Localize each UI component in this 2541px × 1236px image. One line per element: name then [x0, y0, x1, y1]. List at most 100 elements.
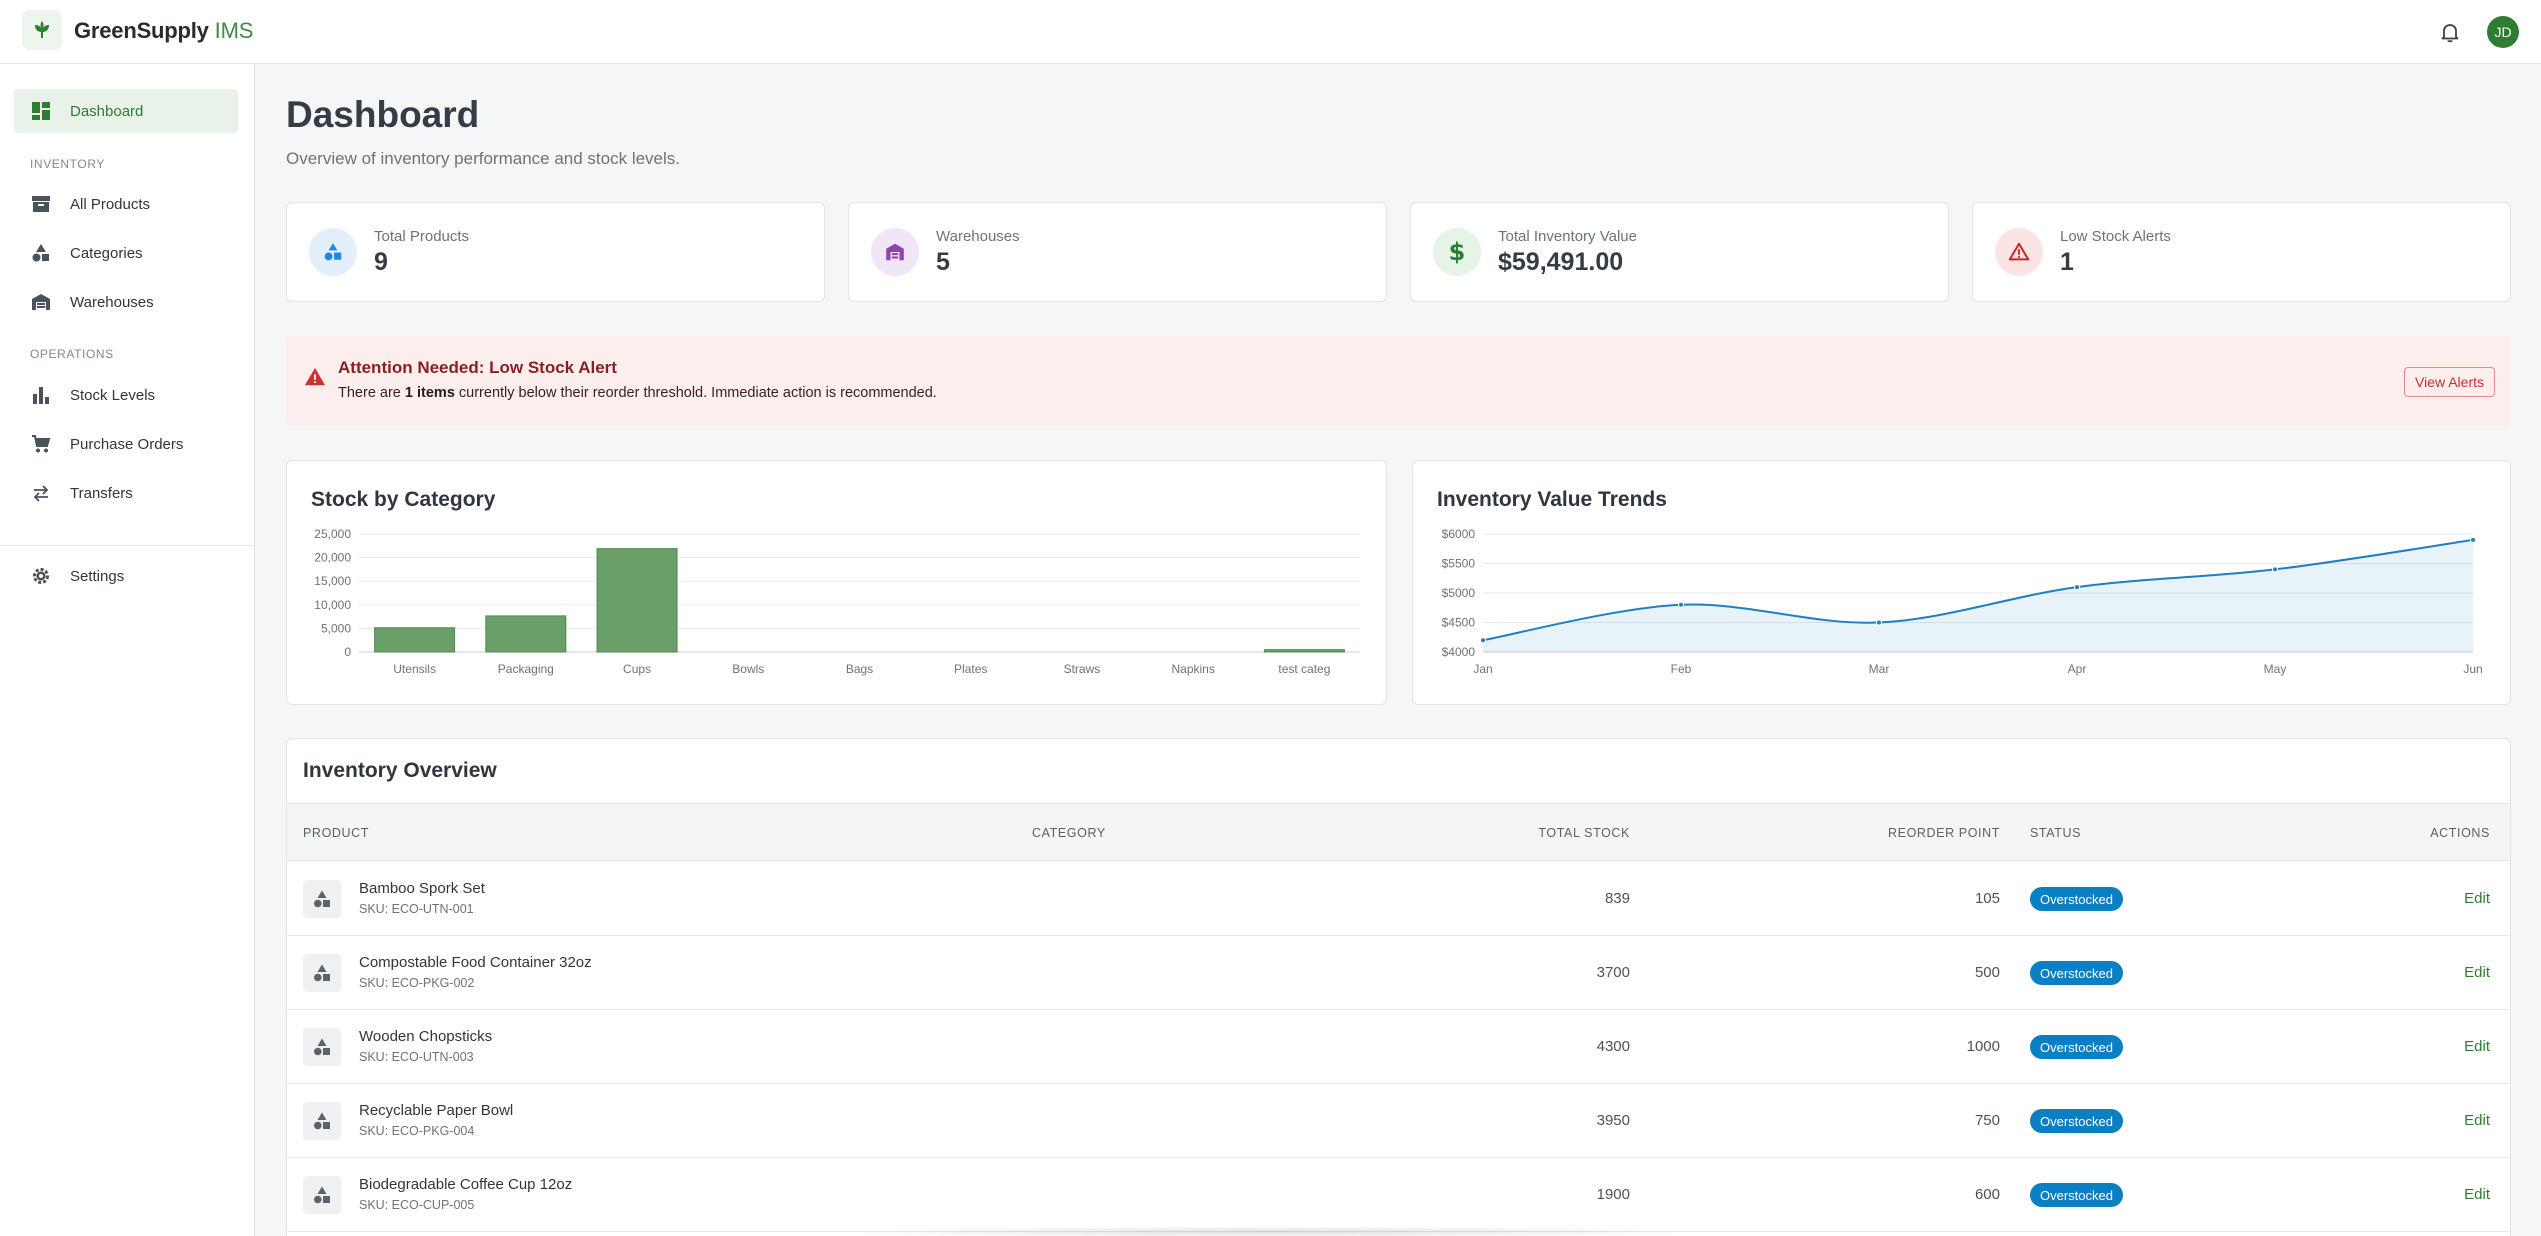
sidebar-item-warehouses[interactable]: Warehouses [14, 280, 238, 324]
dollar-icon: $ [1433, 228, 1481, 276]
sidebar-item-stock-levels[interactable]: Stock Levels [14, 373, 238, 417]
user-avatar[interactable]: JD [2487, 16, 2519, 48]
reorder-point-value: 105 [1974, 890, 2000, 907]
brand-name[interactable]: GreenSupply IMS [74, 18, 253, 44]
alert-message-count: 1 items [404, 385, 455, 401]
inventory-overview-table: Inventory Overview PRODUCT CATEGORY TOTA… [286, 738, 2511, 1236]
th-reorder-point[interactable]: REORDER POINT [1888, 826, 2000, 840]
bar [596, 548, 678, 653]
sidebar-item-label: Purchase Orders [70, 435, 184, 453]
product-sku: SKU: ECO-PKG-002 [359, 976, 475, 990]
edit-link[interactable]: Edit [2464, 1112, 2490, 1129]
th-status[interactable]: STATUS [2030, 826, 2082, 840]
total-stock-value: 839 [1604, 890, 1630, 907]
brand-main: GreenSupply [74, 18, 209, 43]
area-fill [1483, 539, 2473, 652]
x-tick-label: Mar [1869, 662, 1890, 676]
x-tick-label: Plates [954, 662, 987, 676]
product-name[interactable]: Biodegradable Coffee Cup 12oz [359, 1176, 573, 1193]
x-tick-label: Apr [2068, 662, 2087, 676]
sidebar-item-purchase-orders[interactable]: Purchase Orders [14, 422, 238, 466]
x-tick-label: May [2264, 662, 2287, 676]
chart-title: Inventory Value Trends [1437, 488, 1667, 511]
stat-value: 5 [936, 248, 950, 276]
table-row[interactable]: Recyclable Paper Bowl SKU: ECO-PKG-004 395… [287, 1084, 2510, 1158]
low-stock-alert-banner: Attention Needed: Low Stock Alert There … [286, 336, 2511, 426]
leaf-logo-icon[interactable] [22, 10, 62, 50]
sidebar-item-label: All Products [70, 195, 151, 213]
dashboard-icon [30, 100, 52, 122]
cart-icon [30, 433, 52, 455]
status-badge: Overstocked [2030, 1109, 2123, 1133]
data-point [1480, 637, 1486, 644]
x-tick-label: Feb [1671, 662, 1692, 676]
x-tick-label: Cups [623, 662, 651, 676]
y-tick-label: 5,000 [321, 621, 351, 635]
product-sku: SKU: ECO-UTN-003 [359, 1050, 474, 1064]
product-name[interactable]: Recyclable Paper Bowl [359, 1102, 514, 1119]
total-stock-value: 3700 [1596, 964, 1630, 981]
sidebar-item-settings[interactable]: Settings [14, 554, 238, 598]
edit-link[interactable]: Edit [2464, 1186, 2490, 1203]
table-title: Inventory Overview [303, 759, 497, 782]
status-badge: Overstocked [2030, 1183, 2123, 1207]
sidebar-item-label: Transfers [70, 484, 133, 502]
alert-message-pre: There are [338, 385, 405, 401]
sidebar-item-all-products[interactable]: All Products [14, 182, 238, 226]
edit-link[interactable]: Edit [2464, 964, 2490, 981]
stat-card-low-stock-alerts: Low Stock Alerts 1 [1972, 202, 2511, 302]
table-row[interactable]: Biodegradable Coffee Cup 12oz SKU: ECO-CU… [287, 1158, 2510, 1232]
total-stock-value: 1900 [1596, 1186, 1630, 1203]
product-sku: SKU: ECO-UTN-001 [359, 902, 474, 916]
warning-icon [304, 366, 326, 388]
view-alerts-button[interactable]: View Alerts [2404, 367, 2495, 397]
product-name[interactable]: Bamboo Spork Set [359, 880, 485, 897]
status-badge: Overstocked [2030, 1035, 2123, 1059]
th-actions: ACTIONS [2430, 826, 2490, 840]
inventory-value-trends-card: Inventory Value Trends $6000 $5500 $5000 $4… [1412, 460, 2511, 705]
th-total-stock[interactable]: TOTAL STOCK [1538, 826, 1630, 840]
bar [485, 615, 567, 653]
notifications-bell-icon[interactable] [2438, 20, 2462, 44]
table-row[interactable]: Wooden Chopsticks SKU: ECO-UTN-003 4300 100… [287, 1010, 2510, 1084]
alert-message-post: currently below their reorder threshold.… [454, 385, 937, 401]
x-tick-label: Napkins [1171, 662, 1214, 676]
product-name[interactable]: Wooden Chopsticks [359, 1028, 493, 1045]
product-shapes-icon [303, 954, 341, 992]
stat-label: Total Products [374, 228, 470, 245]
data-point [2074, 584, 2080, 591]
warehouse-icon [30, 291, 52, 313]
warning-icon [1995, 228, 2043, 276]
page-subtitle: Overview of inventory performance and st… [286, 149, 681, 168]
x-tick-label: Jan [1473, 662, 1492, 676]
x-tick-label: Bowls [732, 662, 764, 676]
sidebar-item-label: Categories [70, 244, 143, 262]
th-category[interactable]: CATEGORY [1032, 826, 1106, 840]
alert-title: Attention Needed: Low Stock Alert [338, 358, 617, 377]
status-badge: Overstocked [2030, 961, 2123, 985]
product-name[interactable]: Compostable Food Container 32oz [359, 954, 592, 971]
sidebar-item-label: Stock Levels [70, 386, 156, 404]
sidebar-item-transfers[interactable]: Transfers [14, 471, 238, 515]
product-shapes-icon [303, 1176, 341, 1214]
transfer-arrows-icon [30, 482, 52, 504]
th-product[interactable]: PRODUCT [303, 826, 370, 840]
bar [1263, 649, 1345, 653]
reorder-point-value: 500 [1974, 964, 2000, 981]
bar [374, 627, 456, 653]
table-row[interactable]: Bamboo Spork Set SKU: ECO-UTN-001 839 105 Ov… [287, 862, 2510, 936]
chart-title: Stock by Category [311, 488, 496, 511]
page-title: Dashboard [286, 94, 480, 135]
y-tick-label: $4000 [1442, 645, 1476, 659]
alert-message: There are 1 items currently below their … [338, 385, 937, 401]
table-row[interactable]: Compostable Food Container 32oz SKU: ECO-… [287, 936, 2510, 1010]
edit-link[interactable]: Edit [2464, 890, 2490, 907]
x-tick-label: test categ [1278, 662, 1330, 676]
sidebar-item-dashboard[interactable]: Dashboard [14, 89, 238, 133]
stat-label: Total Inventory Value [1498, 228, 1637, 245]
gear-icon [30, 565, 52, 587]
sidebar-item-categories[interactable]: Categories [14, 231, 238, 275]
product-sku: SKU: ECO-PKG-004 [359, 1124, 475, 1138]
edit-link[interactable]: Edit [2464, 1038, 2490, 1055]
sidebar-item-label: Warehouses [70, 293, 154, 311]
